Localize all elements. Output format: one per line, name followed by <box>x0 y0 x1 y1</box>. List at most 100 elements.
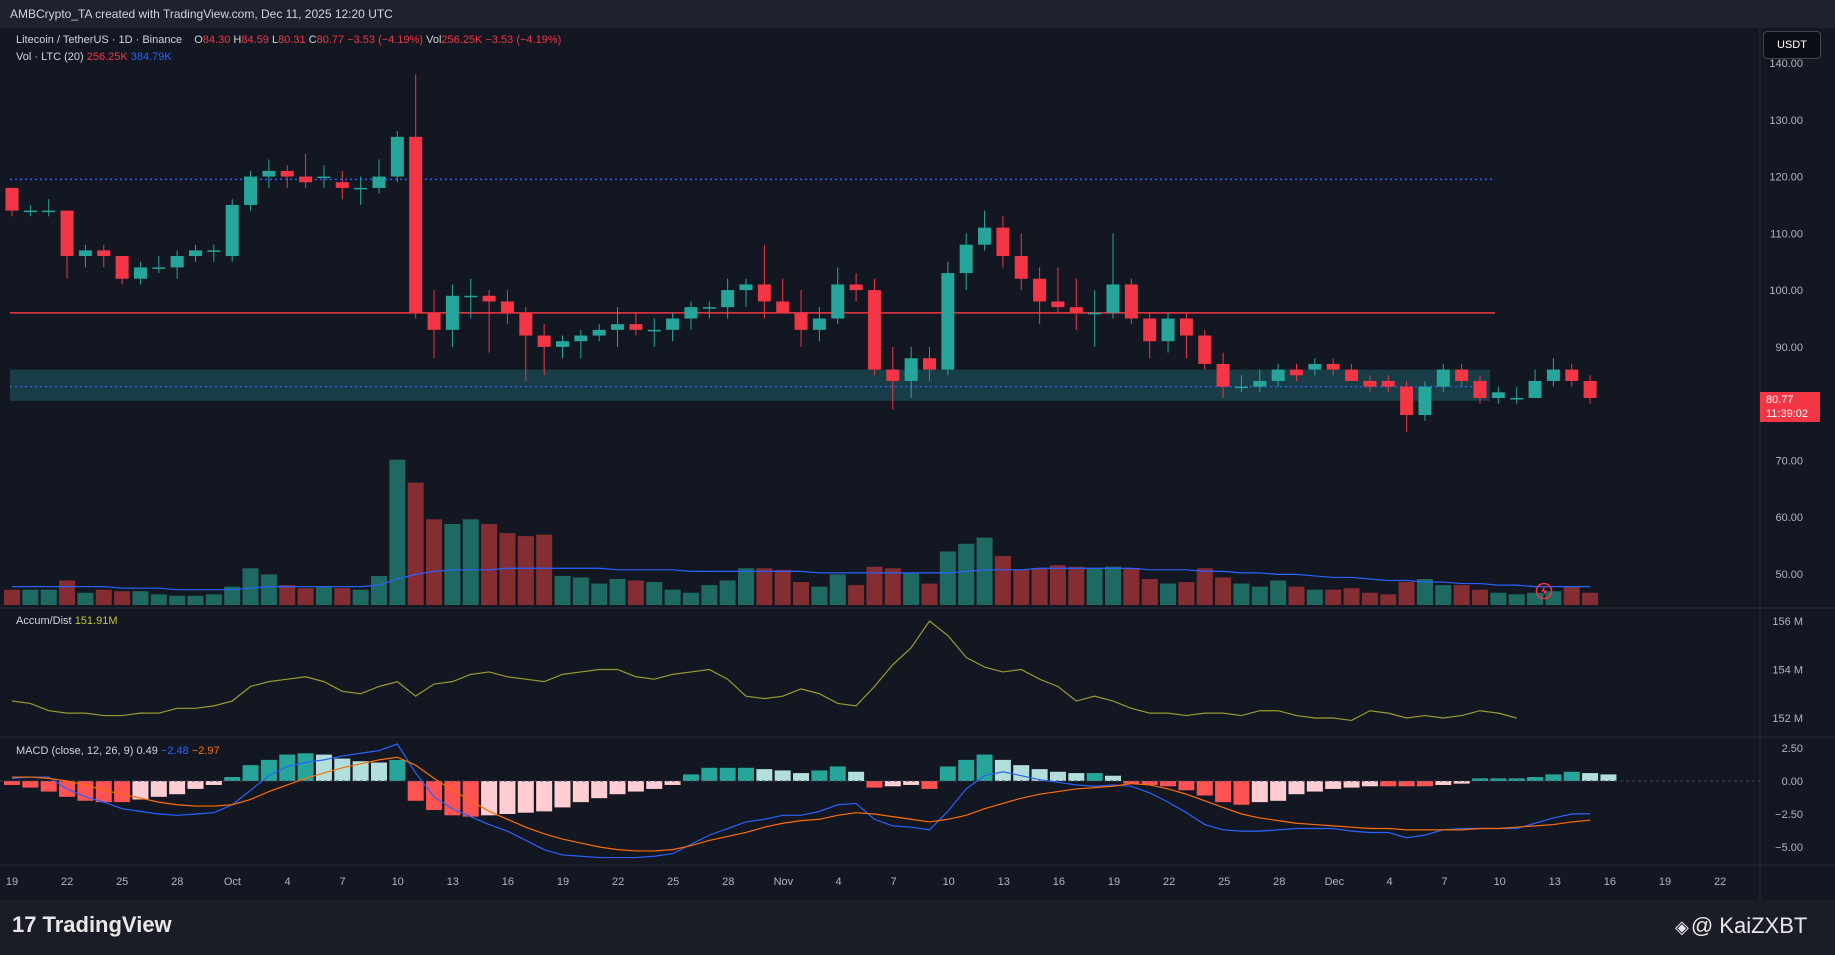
attribution-bar: AMBCrypto_TA created with TradingView.co… <box>0 0 1835 28</box>
candle-body <box>262 170 276 177</box>
volume-bar <box>1435 585 1452 605</box>
volume-bar <box>132 591 149 605</box>
x-tick-label: 22 <box>612 876 624 888</box>
macd-histogram-bar <box>352 761 369 781</box>
macd-histogram-bar <box>646 781 663 789</box>
volume-bar <box>958 543 975 605</box>
price-tick-label: 60.00 <box>1775 512 1803 524</box>
macd-histogram-bar <box>1563 771 1580 781</box>
candle-body <box>886 369 900 381</box>
volume-bar <box>315 586 332 605</box>
candle-body <box>647 329 661 332</box>
candle-body <box>1106 284 1120 313</box>
macd-histogram-bar <box>756 769 773 781</box>
candle-body <box>78 250 92 257</box>
candle-body <box>1088 312 1102 315</box>
volume-bar <box>1490 592 1507 605</box>
x-tick-label: 4 <box>284 876 290 888</box>
x-tick-label: 28 <box>1273 876 1285 888</box>
x-tick-label: 4 <box>835 876 841 888</box>
macd-histogram-bar <box>1306 781 1323 792</box>
candle-body <box>1198 335 1212 364</box>
candle-body <box>1051 301 1065 308</box>
candle-body <box>684 307 698 319</box>
macd-histogram-bar <box>242 765 259 781</box>
macd-tick-label: −2.50 <box>1775 809 1803 821</box>
macd-histogram-bar <box>1049 771 1066 781</box>
candle-body <box>409 136 423 313</box>
macd-histogram-bar <box>1160 781 1177 787</box>
chart-canvas[interactable]: 140.00130.00120.00110.00100.0090.0080.00… <box>0 28 1835 900</box>
candle-body <box>225 204 239 257</box>
volume-bar <box>1361 592 1378 605</box>
main-legend: Litecoin / TetherUS · 1D · Binance O84.3… <box>16 34 561 46</box>
macd-histogram-bar <box>4 781 20 785</box>
volume-bar <box>77 592 94 605</box>
x-tick-label: 16 <box>1604 876 1616 888</box>
volume-bar <box>1141 578 1158 605</box>
macd-histogram-bar <box>1105 775 1121 781</box>
volume-ma-label: Vol · LTC (20) <box>16 51 84 63</box>
volume-legend: Vol · LTC (20) 256.25K 384.79K <box>16 51 172 63</box>
candle-body <box>1143 318 1157 342</box>
macd-histogram-bar <box>1398 781 1415 787</box>
volume-bar <box>297 588 314 605</box>
candle-body <box>1161 318 1175 342</box>
volume-bar <box>793 582 810 605</box>
volume-bar <box>371 575 387 605</box>
candle-body <box>1014 256 1028 279</box>
macd-histogram-bar <box>866 781 883 788</box>
macd-histogram-bar <box>1215 781 1232 803</box>
candle-body <box>776 301 790 313</box>
macd-line-value: −2.48 <box>160 745 189 757</box>
ad-tick-label: 156 M <box>1772 616 1803 628</box>
chart-area[interactable]: 140.00130.00120.00110.00100.0090.0080.00… <box>0 28 1835 900</box>
macd-histogram-bar <box>848 771 865 781</box>
alert-icon[interactable] <box>1535 582 1553 600</box>
macd-histogram-bar <box>40 781 57 792</box>
last-price-tag: 80.77 11:39:02 <box>1760 392 1820 422</box>
macd-histogram-bar <box>1508 778 1525 781</box>
macd-histogram-bar <box>1343 781 1360 788</box>
volume-bar <box>517 536 534 605</box>
price-tick-label: 130.00 <box>1769 115 1803 127</box>
volume-bar <box>627 580 644 605</box>
candle-body <box>1033 278 1047 302</box>
macd-histogram-bar <box>701 767 718 781</box>
volume-bar <box>1563 586 1580 605</box>
volume-bar <box>334 588 351 605</box>
candle-body <box>519 312 533 336</box>
macd-histogram-bar <box>1380 781 1397 787</box>
volume-bar <box>829 574 846 605</box>
candle-body <box>1491 392 1505 398</box>
vol-value: 256.25K <box>441 34 483 46</box>
volume-bar <box>866 566 883 605</box>
volume-bar <box>187 595 204 605</box>
high-value: 84.59 <box>241 34 269 46</box>
close-value: 80.77 <box>316 34 345 46</box>
macd-histogram-bar <box>1013 765 1030 781</box>
volume-bar <box>1233 583 1250 605</box>
volume-bar <box>994 556 1011 605</box>
volume-bar <box>426 519 443 605</box>
candle-body <box>207 250 221 252</box>
price-tick-label: 50.00 <box>1775 569 1803 581</box>
macd-histogram-bar <box>976 754 993 781</box>
vol-change: −3.53 (−4.19%) <box>485 34 562 46</box>
volume-bar <box>1472 589 1488 605</box>
credit-text: @ KaiZXBT <box>1690 913 1808 938</box>
macd-histogram-bar <box>939 766 956 781</box>
vol-label: Vol <box>426 34 442 46</box>
currency-button[interactable]: USDT <box>1763 31 1821 59</box>
ad-tick-label: 154 M <box>1772 665 1803 677</box>
x-tick-label: 7 <box>1442 876 1448 888</box>
tradingview-logo[interactable]: 17 TradingView <box>12 912 172 938</box>
macd-signal-line <box>12 756 1591 852</box>
candle-body <box>1400 386 1414 416</box>
macd-histogram-bar <box>1527 777 1544 781</box>
volume-ma-value1: 256.25K <box>86 51 128 63</box>
macd-histogram-bar <box>1435 781 1452 785</box>
macd-histogram-bar <box>554 781 571 808</box>
macd-histogram-bar <box>150 781 167 797</box>
macd-histogram-bar <box>1582 773 1599 781</box>
